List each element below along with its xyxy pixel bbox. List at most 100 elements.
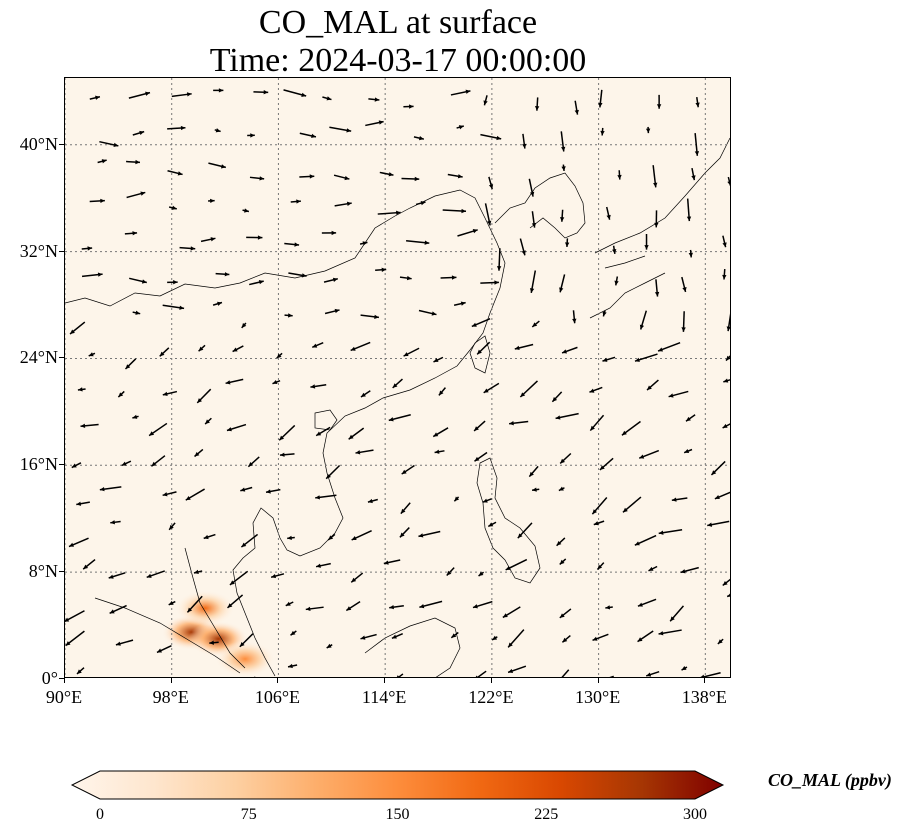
- wind-arrow: [283, 89, 307, 97]
- wind-arrow: [247, 133, 255, 138]
- wind-arrow: [644, 234, 649, 250]
- wind-arrow: [473, 420, 486, 432]
- wind-arrow: [654, 279, 660, 297]
- wind-arrow: [475, 670, 487, 677]
- wind-arrow: [480, 280, 499, 285]
- wind-arrow: [146, 570, 165, 579]
- wind-arrow: [531, 487, 540, 492]
- lat-tick-mark: [59, 571, 64, 573]
- wind-arrow: [556, 537, 566, 547]
- wind-arrow: [574, 100, 579, 115]
- wind-arrow: [403, 347, 420, 357]
- wind-arrow: [99, 140, 119, 148]
- wind-arrow: [272, 379, 281, 385]
- wind-arrow: [591, 497, 608, 515]
- colorbar-body: [70, 770, 725, 800]
- wind-arrow: [403, 104, 414, 109]
- wind-arrow: [634, 534, 657, 546]
- wind-arrow: [691, 167, 696, 181]
- wind-arrow: [186, 595, 203, 613]
- wind-arrow: [132, 310, 141, 315]
- wind-arrow: [65, 630, 85, 647]
- wind-arrow: [80, 423, 99, 428]
- wind-arrow: [418, 530, 441, 538]
- coastline-philippines: [476, 457, 541, 584]
- wind-arrow: [440, 275, 457, 280]
- wind-arrow: [472, 600, 493, 609]
- lon-tick-mark: [704, 678, 706, 683]
- lon-tick-label: 114°E: [361, 687, 407, 707]
- wind-arrow: [82, 558, 96, 570]
- wind-arrow: [81, 272, 103, 278]
- map-plot-area: [64, 77, 731, 678]
- wind-arrow: [254, 676, 256, 677]
- lat-tick-label: 16°N: [19, 454, 58, 475]
- wind-arrow: [396, 673, 404, 677]
- wind-arrow: [327, 533, 336, 541]
- wind-arrow: [360, 390, 371, 398]
- coastline-korea: [494, 172, 586, 239]
- lon-tick-mark: [597, 678, 599, 683]
- wind-arrow: [450, 89, 471, 96]
- colorbar: [70, 770, 725, 800]
- lon-tick-mark: [170, 678, 172, 683]
- wind-arrow: [589, 386, 603, 393]
- wind-arrow: [209, 640, 219, 645]
- wind-arrow: [634, 353, 658, 362]
- wind-arrow: [65, 610, 85, 623]
- wind-arrow: [198, 344, 206, 352]
- wind-arrow: [725, 355, 730, 362]
- wind-arrow: [214, 128, 221, 133]
- wind-arrow: [645, 126, 651, 134]
- coastline-malay-peninsula: [184, 547, 246, 669]
- wind-arrow: [246, 235, 263, 240]
- wind-arrow: [225, 378, 244, 385]
- wind-arrow: [285, 601, 294, 607]
- wind-arrow: [278, 424, 296, 441]
- wind-arrow: [657, 342, 681, 352]
- wind-arrow: [168, 522, 176, 531]
- wind-arrow: [453, 301, 466, 306]
- wind-arrow: [132, 130, 145, 136]
- wind-arrow: [561, 346, 578, 354]
- wind-arrow: [668, 390, 689, 398]
- wind-arrow: [367, 498, 378, 504]
- wind-arrow: [108, 572, 126, 579]
- wind-arrow: [204, 417, 212, 425]
- wind-arrow: [496, 248, 502, 271]
- wind-arrow: [637, 598, 657, 607]
- wind-arrow: [162, 491, 177, 497]
- wind-arrow: [351, 529, 372, 541]
- wind-arrow: [212, 301, 223, 306]
- wind-arrow: [528, 178, 535, 197]
- wind-arrow: [432, 427, 449, 438]
- wind-arrow: [598, 89, 603, 108]
- wind-arrow: [156, 644, 172, 654]
- wind-arrow: [484, 203, 492, 226]
- wind-arrow: [622, 496, 642, 513]
- wind-arrow: [399, 275, 412, 281]
- colorbar-title: CO_MAL (ppbv): [768, 770, 892, 790]
- coastlines-layer: [65, 137, 730, 677]
- wind-arrow: [528, 465, 539, 478]
- wind-arrow: [519, 238, 526, 256]
- wind-arrow: [561, 635, 571, 643]
- wind-arrow: [688, 249, 693, 258]
- wind-arrow: [399, 527, 410, 538]
- wind-arrow: [109, 604, 127, 614]
- wind-arrow: [529, 270, 537, 294]
- wind-arrow: [442, 208, 467, 214]
- wind-arrow: [707, 520, 730, 527]
- lon-tick-mark: [277, 678, 279, 683]
- wind-arrow: [167, 125, 186, 131]
- wind-arrow: [310, 384, 327, 389]
- wind-arrow: [602, 356, 616, 362]
- wind-arrow: [478, 571, 485, 577]
- wind-arrow: [646, 379, 659, 391]
- wind-arrow: [654, 210, 659, 228]
- wind-arrow: [97, 159, 107, 164]
- wind-arrow: [132, 414, 139, 419]
- wind-arrow: [89, 95, 101, 100]
- wind-arrow: [502, 606, 521, 619]
- wind-arrow: [483, 382, 500, 394]
